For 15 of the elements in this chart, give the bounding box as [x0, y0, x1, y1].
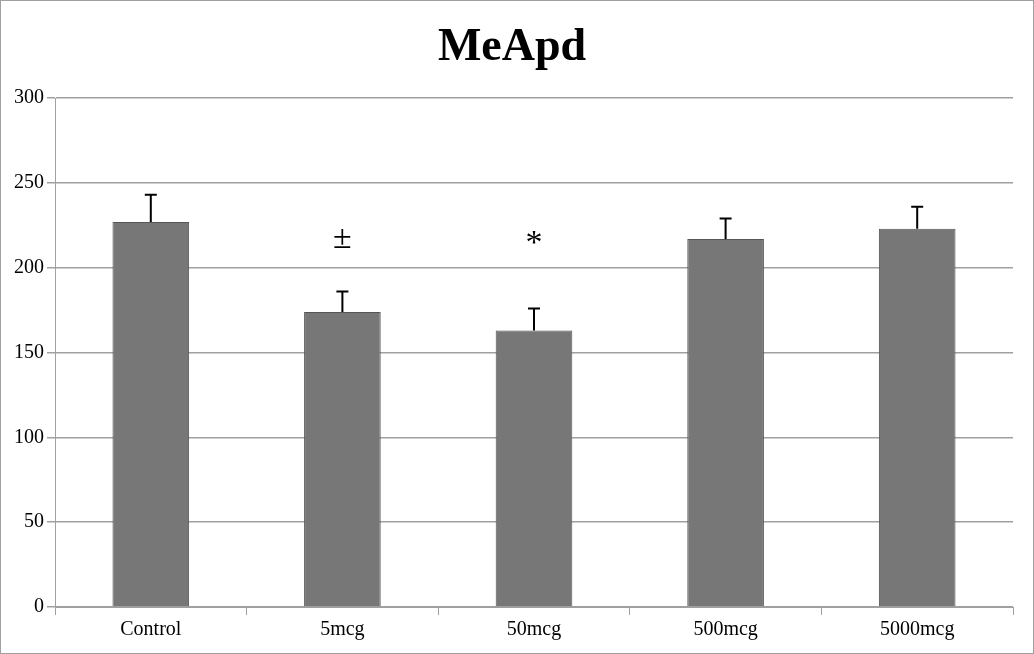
chart-title: MeApd — [437, 19, 587, 71]
annotation: ± — [333, 218, 352, 256]
y-tick-label: 250 — [14, 170, 44, 193]
x-tick-label: 50mcg — [506, 617, 562, 641]
y-tick-label: 300 — [14, 85, 44, 108]
y-tick-label: 0 — [34, 594, 44, 617]
x-tick-label: 500mcg — [693, 617, 758, 641]
y-tick-label: 50 — [24, 509, 44, 532]
y-tick-label: 150 — [14, 339, 44, 362]
x-tick-label: 5000mcg — [879, 617, 955, 641]
y-tick-label: 100 — [14, 424, 44, 447]
y-tick-label: 200 — [14, 255, 44, 278]
x-tick-label: Control — [120, 617, 182, 640]
x-tick-label: 5mcg — [320, 617, 365, 641]
annotation: * — [525, 223, 543, 261]
